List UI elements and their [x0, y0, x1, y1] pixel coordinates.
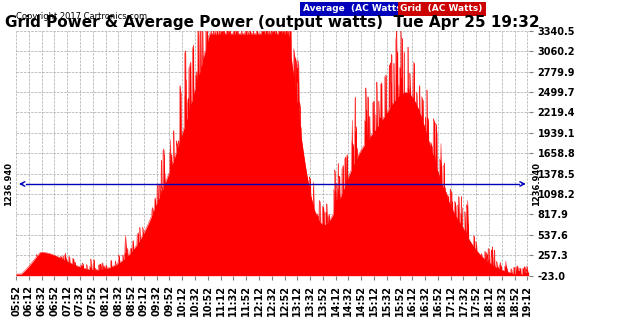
Text: Average  (AC Watts): Average (AC Watts) — [303, 4, 406, 13]
Text: 1236.940: 1236.940 — [4, 162, 13, 206]
Text: 1236.940: 1236.940 — [532, 162, 541, 206]
Title: Grid Power & Average Power (output watts)  Tue Apr 25 19:32: Grid Power & Average Power (output watts… — [5, 15, 540, 30]
Text: Grid  (AC Watts): Grid (AC Watts) — [400, 4, 483, 13]
Text: Copyright 2017 Cartronics.com: Copyright 2017 Cartronics.com — [16, 12, 147, 21]
